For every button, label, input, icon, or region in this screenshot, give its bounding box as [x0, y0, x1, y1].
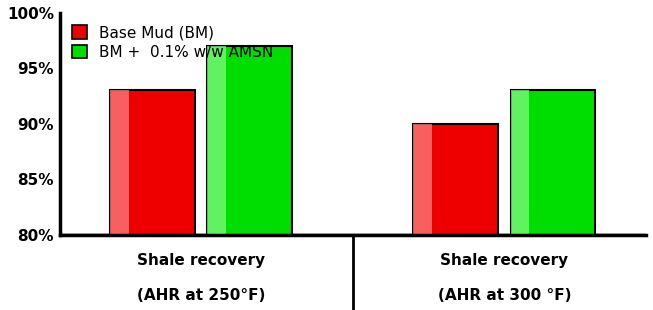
Bar — [110, 91, 195, 234]
Legend: Base Mud (BM), BM +  0.1% w/w AMSN: Base Mud (BM), BM + 0.1% w/w AMSN — [67, 20, 278, 64]
Bar — [413, 124, 498, 234]
Bar — [207, 46, 292, 234]
Bar — [207, 46, 226, 234]
Bar — [511, 91, 596, 234]
Bar — [511, 91, 529, 234]
Bar — [110, 91, 129, 234]
Bar — [413, 124, 432, 234]
